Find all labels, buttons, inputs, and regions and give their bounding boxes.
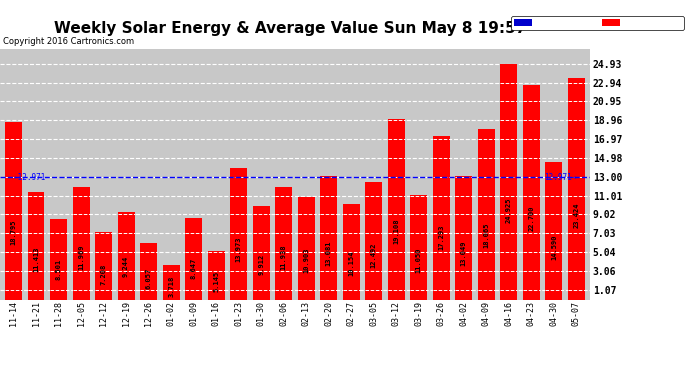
Bar [50, 219, 67, 300]
Text: 24.925: 24.925 [506, 198, 512, 223]
Text: 22.700: 22.700 [529, 206, 535, 231]
Text: 3.718: 3.718 [168, 276, 174, 297]
Text: 19.108: 19.108 [393, 218, 400, 244]
Text: 13.081: 13.081 [326, 240, 332, 266]
Text: 11.938: 11.938 [281, 244, 287, 270]
Text: 18.065: 18.065 [484, 222, 489, 248]
Text: 8.501: 8.501 [55, 259, 61, 280]
Text: 14.590: 14.590 [551, 235, 557, 260]
Bar [455, 176, 472, 300]
Bar [365, 182, 382, 300]
Bar [546, 162, 562, 300]
Bar [28, 192, 44, 300]
Text: 12.971→: 12.971→ [544, 172, 576, 182]
Text: 13.973: 13.973 [236, 237, 241, 262]
Bar [388, 119, 405, 300]
Text: 11.050: 11.050 [416, 248, 422, 273]
Text: 11.413: 11.413 [33, 246, 39, 272]
Text: 23.424: 23.424 [573, 203, 580, 228]
Bar [500, 64, 518, 300]
Bar [208, 251, 225, 300]
Text: 17.293: 17.293 [438, 225, 444, 251]
Text: Weekly Solar Energy & Average Value Sun May 8 19:57: Weekly Solar Energy & Average Value Sun … [54, 21, 526, 36]
Bar [163, 265, 179, 300]
Bar [118, 212, 135, 300]
Legend: Average  ($), Daily   ($): Average ($), Daily ($) [511, 16, 684, 30]
Text: 6.057: 6.057 [146, 267, 152, 289]
Text: 12.492: 12.492 [371, 242, 377, 268]
Bar [343, 204, 359, 300]
Bar [298, 196, 315, 300]
Bar [185, 218, 202, 300]
Bar [433, 136, 450, 300]
Text: 9.912: 9.912 [258, 254, 264, 275]
Bar [478, 129, 495, 300]
Bar [140, 243, 157, 300]
Bar [275, 187, 292, 300]
Bar [95, 232, 112, 300]
Text: ←12.971: ←12.971 [14, 172, 46, 182]
Bar [523, 85, 540, 300]
Bar [72, 186, 90, 300]
Bar [230, 168, 247, 300]
Bar [5, 122, 22, 300]
Text: 18.795: 18.795 [10, 219, 17, 245]
Text: 5.145: 5.145 [213, 271, 219, 292]
Bar [253, 206, 270, 300]
Text: 9.244: 9.244 [123, 256, 129, 278]
Text: 13.049: 13.049 [461, 240, 467, 266]
Bar [411, 195, 427, 300]
Text: 8.647: 8.647 [190, 258, 197, 279]
Bar [568, 78, 585, 300]
Text: Copyright 2016 Cartronics.com: Copyright 2016 Cartronics.com [3, 38, 135, 46]
Text: 10.154: 10.154 [348, 251, 354, 276]
Text: 11.969: 11.969 [78, 244, 84, 270]
Bar [320, 176, 337, 300]
Text: 10.903: 10.903 [303, 248, 309, 273]
Text: 7.208: 7.208 [101, 263, 106, 285]
